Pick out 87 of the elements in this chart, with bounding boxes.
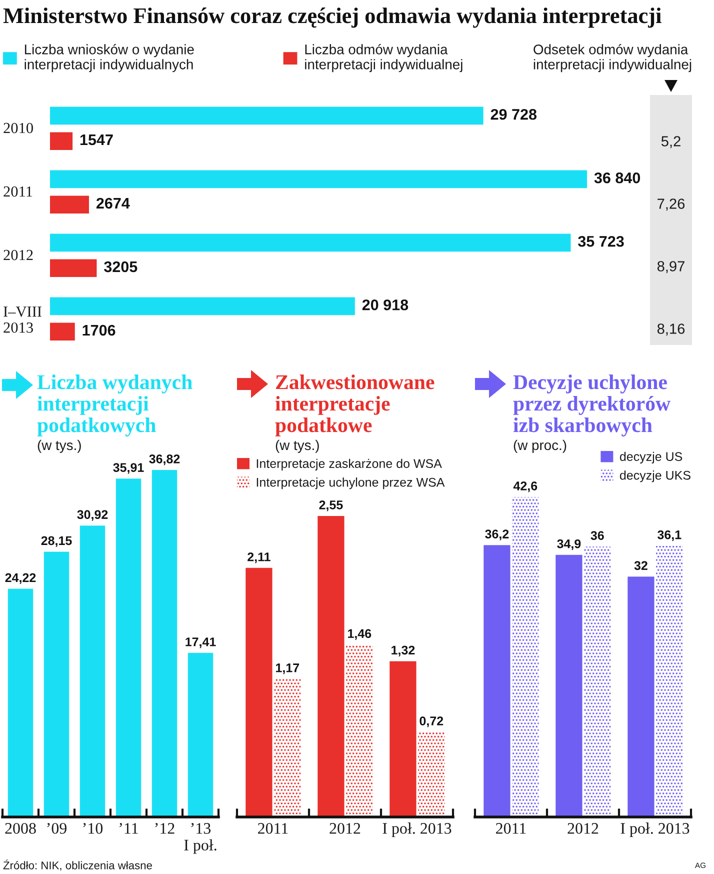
bar <box>274 678 301 817</box>
x-tick-label: 2012 <box>568 823 598 834</box>
y-tick-label: I–VIII 2013 <box>4 306 42 333</box>
chart-title: Decyzje uchylone przez dyrektorów izb skarbowych <box>513 374 670 436</box>
bar <box>50 106 484 125</box>
data-label: 35 723 <box>578 236 624 247</box>
data-label: 36,2 <box>485 530 509 540</box>
data-label: 3205 <box>104 261 138 272</box>
data-label: 35,91 <box>113 463 144 474</box>
data-label: 2,55 <box>319 500 343 512</box>
data-label: 17,41 <box>186 638 216 648</box>
data-label: 1,17 <box>276 664 300 674</box>
chart-subtitle: (w proc.) <box>514 440 566 453</box>
data-label: 2674 <box>96 198 130 209</box>
bar <box>390 661 416 817</box>
bar <box>50 196 89 214</box>
chart-subtitle: (w tys.) <box>38 440 81 453</box>
y-tick-label: 2010 <box>4 122 33 134</box>
chart-title: Ministerstwo Finansów coraz częściej odmawia wydania interpretacji <box>3 8 662 28</box>
bar <box>556 554 582 817</box>
text: 8,97 <box>657 261 684 274</box>
data-label: 1,32 <box>392 646 415 656</box>
data-label: 42,6 <box>513 482 538 492</box>
text: 8,16 <box>657 324 685 336</box>
x-tick-label: 2011 <box>258 823 288 834</box>
data-label: 29 728 <box>490 108 537 120</box>
x-tick-label: 2011 <box>496 823 526 834</box>
bar <box>628 576 654 817</box>
x-tick-label: ’09 <box>47 823 66 834</box>
x-tick-label: ’12 <box>155 823 174 834</box>
x-tick-label: ’11 <box>120 823 138 834</box>
data-label: 1,46 <box>348 629 372 640</box>
legend-label: Interpretacje zaskarżone do WSA <box>256 458 442 470</box>
x-tick-label: I poł. 2013 <box>620 822 690 838</box>
bar <box>50 234 571 252</box>
chart-title: Zakwestionowane interpretacje podatkowe <box>275 374 434 436</box>
text: 7,26 <box>658 198 685 211</box>
data-label: 34,9 <box>557 539 581 550</box>
data-label: 20 918 <box>362 299 408 310</box>
bar <box>8 588 34 817</box>
data-label: 28,15 <box>41 536 72 547</box>
bar <box>484 545 510 817</box>
bar <box>50 259 97 277</box>
bar <box>50 132 73 150</box>
bar <box>80 526 106 817</box>
bar <box>656 546 683 817</box>
bar <box>152 470 178 817</box>
bar <box>246 568 272 817</box>
bar <box>116 478 142 817</box>
data-label: 32 <box>634 561 648 570</box>
bar <box>50 170 587 188</box>
y-tick-label: 2011 <box>4 186 32 197</box>
data-label: 1706 <box>82 324 116 336</box>
x-tick-label: 2012 <box>330 823 360 834</box>
legend-label: Liczba wniosków o wydanie interpretacji indywidualnych <box>24 44 194 72</box>
bar <box>50 322 75 340</box>
x-tick-label: I poł. 2013 <box>382 822 452 838</box>
legend-label: decyzje US <box>620 452 682 464</box>
data-label: 36 <box>590 531 604 540</box>
x-tick-label: ’10 <box>83 823 103 834</box>
legend-label: decyzje UKS <box>620 470 690 482</box>
bar <box>318 516 344 817</box>
bar <box>418 732 445 817</box>
chart-title: Liczba wydanych interpretacji podatkowych <box>37 374 192 436</box>
data-label: 30,92 <box>77 510 108 521</box>
data-label: 36,1 <box>658 530 682 541</box>
bar <box>346 644 373 817</box>
bar <box>50 297 355 316</box>
text: 5,2 <box>661 136 680 148</box>
y-tick-label: 2012 <box>4 250 33 260</box>
legend-label: Interpretacje uchylone przez WSA <box>256 478 445 490</box>
bar <box>188 652 214 817</box>
data-label: 36,82 <box>149 454 180 466</box>
data-label: 24,22 <box>5 573 36 584</box>
text: Odsetek odmów wydania interpretacji indywidualnej <box>534 44 692 72</box>
data-label: 1547 <box>80 134 113 146</box>
x-tick-label: 2008 <box>5 823 36 834</box>
data-label: 36 840 <box>594 172 640 184</box>
bar <box>44 552 70 817</box>
x-tick-label: ’13 I poł. <box>184 823 216 854</box>
chart-subtitle: (w tys.) <box>276 440 319 453</box>
data-label: 2,11 <box>248 552 270 564</box>
bar <box>512 497 539 817</box>
bar <box>584 546 611 817</box>
legend-label: Liczba odmów wydania interpretacji indywidualnej <box>305 44 462 72</box>
text: Źródło: NIK, obliczenia własne <box>3 860 152 871</box>
data-label: 0,72 <box>420 716 444 728</box>
